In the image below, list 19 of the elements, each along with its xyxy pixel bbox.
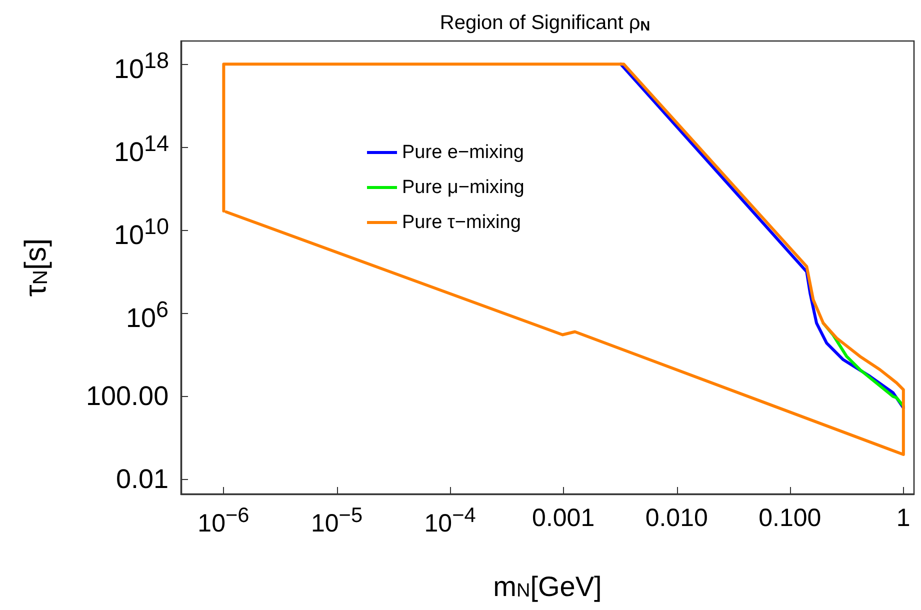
x-tick-label: 0.001 [532, 504, 595, 532]
chart-title: Region of Significant ρN [440, 12, 650, 34]
y-tick-label: 0.01 [116, 464, 169, 494]
x-tick-label: 10$^{−6}$ [198, 504, 250, 538]
x-tick-label: 0.010 [645, 504, 708, 532]
x-tick-label: 10$^{−5}$ [310, 504, 363, 538]
x-tick-label: 1 [896, 504, 910, 532]
x-axis-title: mN[GeV] [493, 570, 602, 602]
legend-label: Pure μ−mixing [402, 177, 524, 198]
y-tick-label: 10$^{10}$ [114, 214, 170, 250]
y-tick-label: 10$^{6}$ [126, 296, 169, 333]
x-tick-label: 0.100 [758, 504, 822, 532]
x-tick-label: 10$^{−4}$ [424, 504, 476, 538]
legend-label: Pure e−mixing [402, 142, 524, 163]
y-tick-label: 100.00 [86, 380, 169, 411]
legend-label: Pure τ−mixing [402, 212, 521, 233]
y-axis-title: τN[s] [20, 238, 52, 297]
y-tick-label: 10$^{14}$ [114, 130, 170, 167]
y-tick-label: 10$^{18}$ [114, 48, 170, 84]
